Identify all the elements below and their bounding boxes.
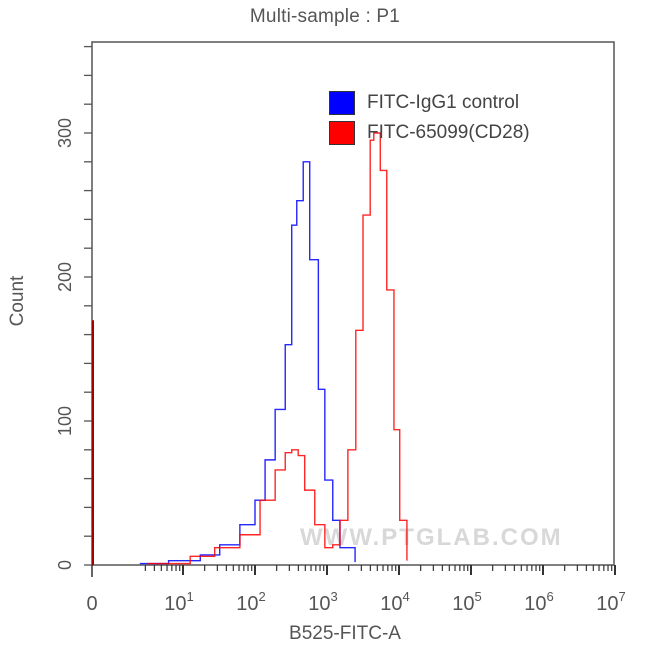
y-axis-ticks — [84, 45, 92, 566]
legend-swatch-blue — [329, 91, 355, 115]
svg-text:103: 103 — [308, 589, 337, 615]
chart-title: Multi-sample : P1 — [249, 6, 401, 27]
histogram-curves — [92, 132, 408, 565]
legend-label: FITC-IgG1 control — [367, 92, 520, 113]
plot-frame — [91, 41, 615, 566]
svg-text:200: 200 — [55, 262, 75, 292]
watermark: WWW.PTGLAB.COM — [300, 524, 563, 551]
x-axis-label: B525-FITC-A — [289, 623, 401, 644]
svg-text:106: 106 — [524, 589, 553, 615]
svg-text:102: 102 — [236, 589, 265, 615]
svg-text:300: 300 — [55, 118, 75, 148]
legend-item-igg1-control: FITC-IgG1 control — [329, 88, 530, 118]
legend-label: FITC-65099(CD28) — [367, 122, 530, 143]
x-axis-ticks — [91, 565, 616, 577]
svg-text:107: 107 — [596, 589, 625, 615]
x-tick-labels: 0 101 102 103 104 105 106 107 — [86, 589, 625, 615]
svg-text:100: 100 — [55, 406, 75, 436]
legend-swatch-red — [329, 121, 355, 145]
svg-text:104: 104 — [380, 589, 409, 615]
legend: FITC-IgG1 control FITC-65099(CD28) — [329, 88, 530, 148]
svg-text:105: 105 — [452, 589, 481, 615]
svg-text:0: 0 — [86, 593, 97, 615]
svg-text:101: 101 — [164, 589, 193, 615]
legend-item-cd28: FITC-65099(CD28) — [329, 118, 530, 148]
svg-text:0: 0 — [55, 560, 75, 570]
y-tick-labels: 0 100 200 300 — [55, 118, 75, 570]
